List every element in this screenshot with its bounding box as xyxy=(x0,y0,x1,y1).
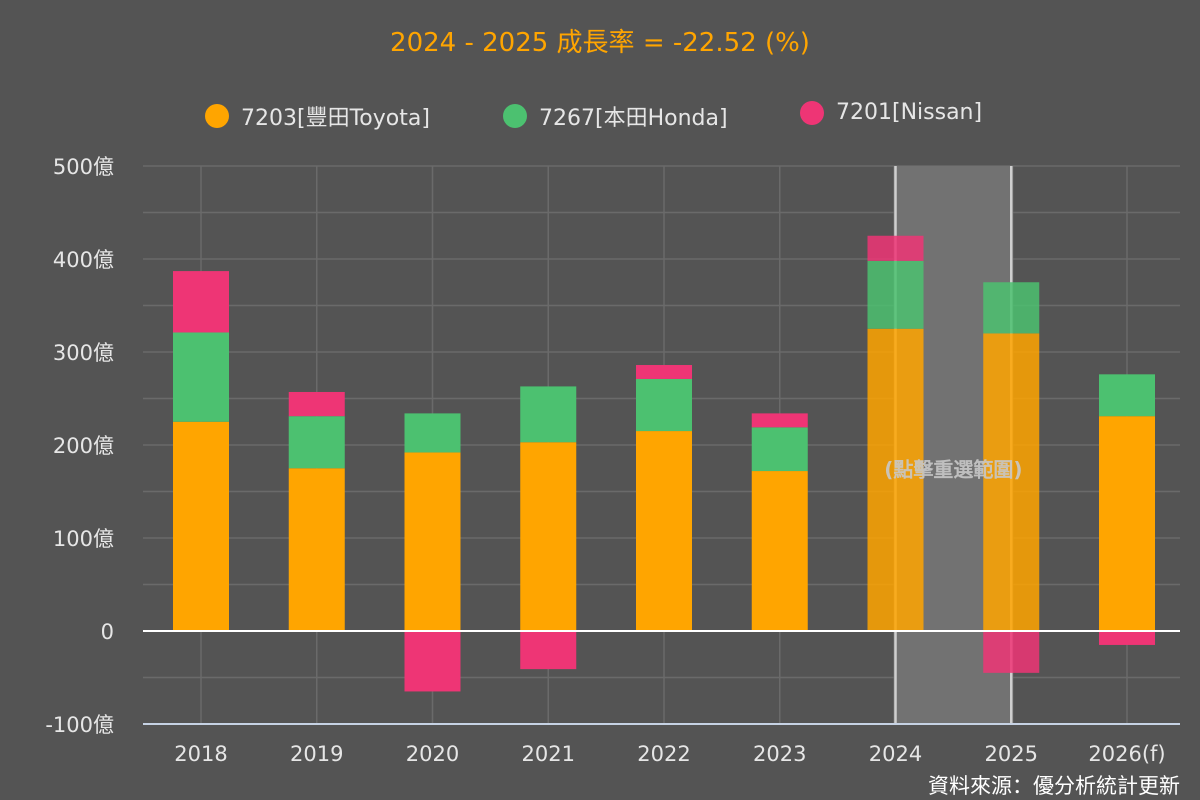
y-tick-label: 100億 xyxy=(53,527,114,551)
y-tick-label: 200億 xyxy=(53,434,114,458)
bar-toyota-2022[interactable] xyxy=(636,431,692,631)
bar-toyota-2023[interactable] xyxy=(751,471,808,631)
x-tick-label: 2021 xyxy=(522,742,575,766)
bar-honda-2018[interactable] xyxy=(173,332,229,422)
bar-toyota-2018[interactable] xyxy=(173,421,229,631)
bar-toyota-2026(f)[interactable] xyxy=(1099,416,1155,631)
bar-nissan-2023[interactable] xyxy=(751,413,808,428)
x-tick-label: 2023 xyxy=(753,742,806,766)
reselect-range-hint[interactable]: (點擊重選範圍) xyxy=(884,457,1022,481)
bar-honda-2021[interactable] xyxy=(520,386,577,443)
legend-label-nissan: 7201[Nissan] xyxy=(836,100,983,125)
y-tick-label: 300億 xyxy=(53,341,114,365)
x-tick-label: 2022 xyxy=(637,742,690,766)
bar-toyota-2021[interactable] xyxy=(520,442,577,631)
y-tick-label: 500億 xyxy=(53,155,114,179)
bar-honda-2023[interactable] xyxy=(751,427,808,472)
bar-nissan-2018[interactable] xyxy=(173,271,229,333)
bar-honda-2022[interactable] xyxy=(636,378,692,432)
x-tick-label: 2020 xyxy=(406,742,459,766)
bar-toyota-2019[interactable] xyxy=(288,468,345,631)
bar-nissan-2026(f)[interactable] xyxy=(1099,631,1155,645)
legend-item-toyota[interactable]: 7203[豐田Toyota] xyxy=(205,100,430,132)
legend: 7203[豐田Toyota] 7267[本田Honda] 7201[Nissan… xyxy=(0,100,1200,132)
legend-label-toyota: 7203[豐田Toyota] xyxy=(241,106,430,131)
bar-toyota-2024[interactable] xyxy=(867,328,924,631)
x-tick-label: 2018 xyxy=(174,742,227,766)
bar-nissan-2021[interactable] xyxy=(520,631,577,670)
legend-label-honda: 7267[本田Honda] xyxy=(539,106,728,131)
legend-item-nissan[interactable]: 7201[Nissan] xyxy=(800,100,982,125)
legend-marker-honda xyxy=(503,104,527,128)
x-tick-label: 2025 xyxy=(985,742,1038,766)
bar-nissan-2022[interactable] xyxy=(636,365,692,379)
x-tick-label: 2026(f) xyxy=(1088,742,1165,766)
bar-honda-2026(f)[interactable] xyxy=(1099,374,1155,417)
source-note: 資料來源：優分析統計更新 xyxy=(928,774,1180,798)
y-tick-label: 0 xyxy=(101,620,114,644)
chart-title: 2024 - 2025 成長率 = -22.52 (%) xyxy=(390,28,810,58)
legend-marker-nissan xyxy=(800,100,824,125)
bar-honda-2025[interactable] xyxy=(983,282,1040,334)
legend-item-honda[interactable]: 7267[本田Honda] xyxy=(503,100,728,132)
y-tick-label: -100億 xyxy=(45,713,114,737)
bar-honda-2020[interactable] xyxy=(404,413,461,453)
bar-nissan-2024[interactable] xyxy=(867,235,924,261)
x-tick-label: 2019 xyxy=(290,742,343,766)
bar-nissan-2019[interactable] xyxy=(288,391,345,417)
x-tick-label: 2024 xyxy=(869,742,922,766)
bar-toyota-2020[interactable] xyxy=(404,452,461,631)
bar-nissan-2025[interactable] xyxy=(983,631,1040,673)
legend-marker-toyota xyxy=(205,104,229,128)
bar-toyota-2025[interactable] xyxy=(983,333,1040,631)
bar-honda-2019[interactable] xyxy=(288,416,345,469)
bar-honda-2024[interactable] xyxy=(867,260,924,329)
bar-nissan-2020[interactable] xyxy=(404,631,461,692)
y-tick-label: 400億 xyxy=(53,248,114,272)
